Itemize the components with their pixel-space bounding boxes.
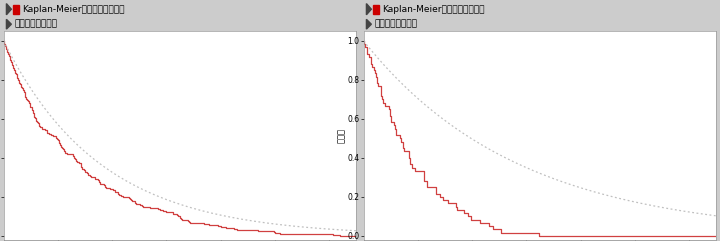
Bar (13, 5, 19, 14)
Polygon shape (6, 4, 12, 15)
Polygon shape (6, 19, 12, 29)
Y-axis label: 生存率: 生存率 (337, 128, 346, 143)
Polygon shape (366, 4, 372, 15)
Text: Kaplan-Meier法によるあてはめ: Kaplan-Meier法によるあてはめ (22, 5, 125, 14)
Bar (373, 5, 379, 14)
Text: 生存分析プロット: 生存分析プロット (14, 20, 57, 29)
Polygon shape (366, 19, 372, 29)
Text: Kaplan-Meier法によるあてはめ: Kaplan-Meier法によるあてはめ (382, 5, 485, 14)
Text: 生存分析プロット: 生存分析プロット (374, 20, 417, 29)
